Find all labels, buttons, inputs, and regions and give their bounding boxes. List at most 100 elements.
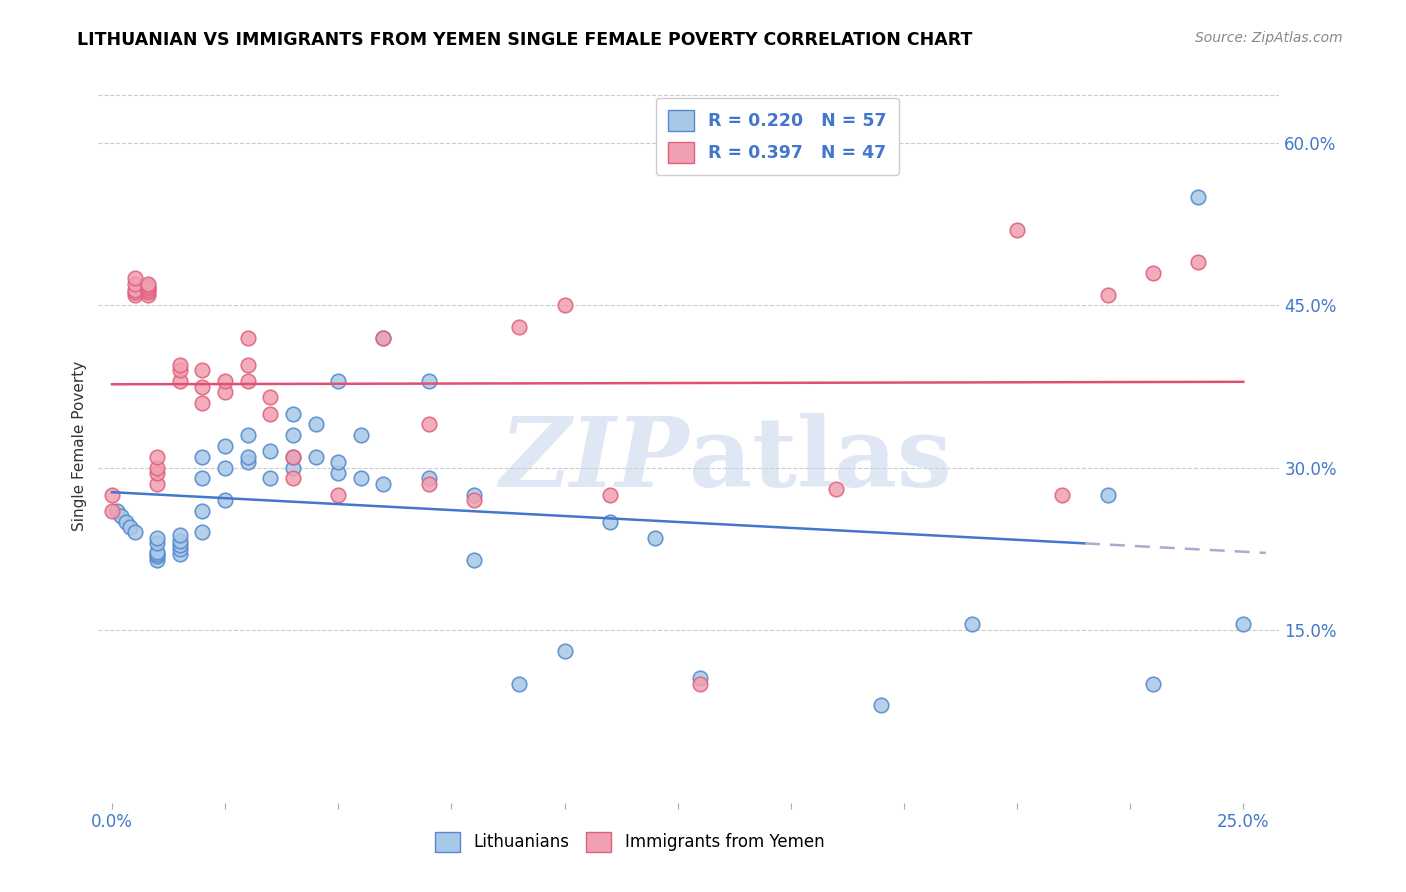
Point [124, 525, 146, 540]
Point [191, 471, 214, 485]
Point [236, 358, 259, 372]
Point [169, 374, 191, 388]
Point [146, 531, 169, 545]
Point [101, 488, 124, 502]
Point [281, 428, 304, 442]
Point [191, 450, 214, 464]
Text: Source: ZipAtlas.com: Source: ZipAtlas.com [1195, 31, 1343, 45]
Point [281, 471, 304, 485]
Point [373, 331, 395, 345]
Point [191, 379, 214, 393]
Point [146, 536, 169, 550]
Point [146, 460, 169, 475]
Point [1187, 190, 1209, 204]
Point [214, 460, 236, 475]
Point [1052, 488, 1074, 502]
Legend: Lithuanians, Immigrants from Yemen: Lithuanians, Immigrants from Yemen [429, 825, 831, 859]
Point [553, 644, 575, 658]
Point [328, 466, 350, 480]
Point [214, 439, 236, 453]
Point [281, 450, 304, 464]
Point [114, 515, 136, 529]
Point [146, 549, 169, 564]
Point [1097, 488, 1119, 502]
Point [304, 450, 326, 464]
Point [146, 476, 169, 491]
Point [418, 476, 440, 491]
Point [214, 384, 236, 399]
Point [110, 509, 132, 524]
Text: LITHUANIAN VS IMMIGRANTS FROM YEMEN SINGLE FEMALE POVERTY CORRELATION CHART: LITHUANIAN VS IMMIGRANTS FROM YEMEN SING… [77, 31, 973, 49]
Point [191, 363, 214, 377]
Y-axis label: Single Female Poverty: Single Female Poverty [72, 361, 87, 531]
Point [373, 476, 395, 491]
Point [136, 287, 159, 301]
Point [689, 672, 711, 686]
Point [124, 283, 146, 297]
Point [146, 545, 169, 559]
Point [236, 450, 259, 464]
Point [281, 450, 304, 464]
Point [136, 279, 159, 293]
Point [124, 277, 146, 291]
Point [169, 527, 191, 541]
Point [191, 525, 214, 540]
Point [1187, 255, 1209, 269]
Point [146, 547, 169, 561]
Point [169, 363, 191, 377]
Point [418, 417, 440, 432]
Point [259, 390, 281, 404]
Point [350, 428, 373, 442]
Point [644, 531, 666, 545]
Point [373, 331, 395, 345]
Point [599, 515, 621, 529]
Point [146, 552, 169, 566]
Point [463, 552, 485, 566]
Point [960, 617, 983, 632]
Point [214, 374, 236, 388]
Point [1142, 266, 1164, 280]
Point [304, 417, 326, 432]
Point [599, 488, 621, 502]
Point [259, 407, 281, 421]
Point [169, 539, 191, 553]
Point [136, 281, 159, 295]
Point [169, 534, 191, 549]
Point [281, 460, 304, 475]
Point [1097, 287, 1119, 301]
Point [169, 358, 191, 372]
Point [418, 471, 440, 485]
Text: atlas: atlas [689, 413, 952, 508]
Point [146, 450, 169, 464]
Point [169, 541, 191, 556]
Point [120, 520, 142, 534]
Point [463, 493, 485, 508]
Text: ZIP: ZIP [499, 413, 689, 508]
Point [259, 471, 281, 485]
Point [236, 455, 259, 469]
Point [259, 444, 281, 458]
Point [825, 482, 848, 496]
Point [870, 698, 893, 713]
Point [508, 320, 530, 334]
Point [136, 285, 159, 300]
Point [191, 396, 214, 410]
Point [124, 287, 146, 301]
Point [136, 277, 159, 291]
Point [418, 374, 440, 388]
Point [101, 504, 124, 518]
Point [508, 677, 530, 691]
Point [328, 374, 350, 388]
Point [1005, 223, 1028, 237]
Point [328, 455, 350, 469]
Point [236, 428, 259, 442]
Point [553, 298, 575, 312]
Point [146, 466, 169, 480]
Point [214, 493, 236, 508]
Point [350, 471, 373, 485]
Point [169, 547, 191, 561]
Point [1232, 617, 1254, 632]
Point [328, 488, 350, 502]
Point [105, 504, 128, 518]
Point [236, 331, 259, 345]
